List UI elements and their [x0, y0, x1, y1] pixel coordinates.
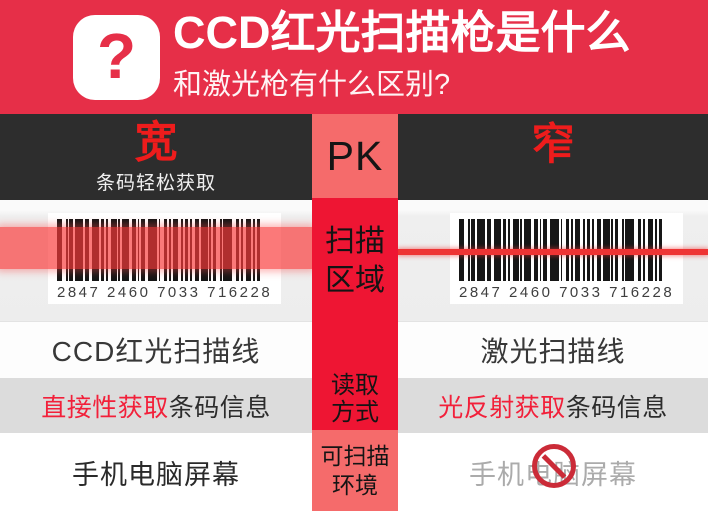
barcode-right: 2847 2460 7033 716228 [450, 213, 684, 304]
environment-section: 可扫描 环境 [312, 430, 398, 511]
environment-right: 手机电脑屏幕 [398, 433, 708, 511]
read-method-right: 光反射获取 条码信息 [398, 378, 708, 433]
scan-line-right: 激光扫描线 [480, 336, 626, 367]
scan-area-label: 扫描 区域 [325, 225, 385, 297]
wide-sublabel: 条码轻松获取 [95, 173, 216, 195]
center-column: PK 扫描 区域 读取 方式 可扫描 环境 [312, 114, 398, 511]
read-method-left-rest: 条码信息 [168, 393, 271, 422]
read-method-label: 读取 方式 [331, 371, 379, 427]
read-method-right-highlight: 光反射获取 [438, 393, 566, 422]
center-red-section: 扫描 区域 读取 方式 [312, 198, 398, 430]
read-method-left: 直接性获取 条码信息 [0, 378, 312, 433]
question-mark-icon: ? [73, 15, 160, 100]
prohibition-icon [532, 444, 576, 488]
question-mark-glyph: ? [96, 19, 137, 92]
read-method-right-rest: 条码信息 [565, 393, 668, 422]
narrow-label: 窄 [531, 121, 575, 169]
header-text: CCD红光扫描枪是什么 和激光枪有什么区别? [173, 8, 631, 103]
header: ? CCD红光扫描枪是什么 和激光枪有什么区别? [0, 0, 708, 114]
barcode-number: 2847 2460 7033 716228 [57, 284, 273, 301]
narrow-scan-beam [398, 249, 708, 255]
page-title: CCD红光扫描枪是什么 [173, 7, 631, 58]
wide-scan-beam [0, 227, 312, 269]
pk-section: PK [312, 114, 398, 198]
environment-label: 可扫描 环境 [320, 442, 390, 498]
read-method-left-highlight: 直接性获取 [41, 393, 169, 422]
wide-label: 宽 [134, 119, 178, 167]
page-subtitle: 和激光枪有什么区别? [173, 68, 451, 101]
environment-left: 手机电脑屏幕 [72, 459, 240, 490]
versus-right: 窄 [398, 114, 708, 200]
pk-label: PK [326, 132, 384, 179]
scan-line-left: CCD红光扫描线 [51, 336, 261, 367]
barcode-number: 2847 2460 7033 716228 [459, 284, 675, 301]
versus-left: 宽 条码轻松获取 [0, 114, 312, 200]
